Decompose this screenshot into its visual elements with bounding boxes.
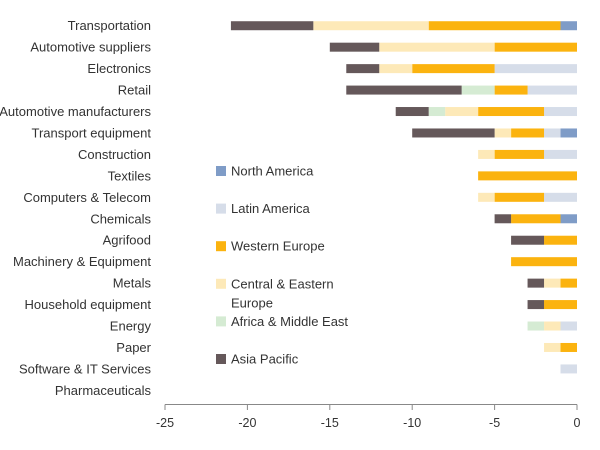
category-label-computers-and-telecom: Computers & Telecom <box>23 190 151 205</box>
bar-electronics-central-and-eastern-europe <box>379 64 413 74</box>
bar-textiles-western-europe <box>478 171 577 181</box>
bar-computers-and-telecom-central-and-eastern-europe <box>478 192 495 202</box>
bar-automotive-suppliers-central-and-eastern-europe <box>379 42 495 52</box>
category-label-textiles: Textiles <box>108 168 152 183</box>
bar-automotive-suppliers-western-europe <box>494 42 577 52</box>
bar-transport-equipment-latin-america <box>544 128 561 138</box>
legend-label-central-and-eastern-europe: Central & Eastern Europe <box>231 276 334 310</box>
category-label-household-equipment: Household equipment <box>25 297 152 312</box>
bar-automotive-manufacturers-asia-pacific <box>395 107 429 117</box>
bar-transportation-north-america <box>560 21 577 31</box>
bar-transport-equipment-western-europe <box>511 128 545 138</box>
bar-automotive-manufacturers-latin-america <box>544 107 577 117</box>
bar-construction-latin-america <box>544 149 577 159</box>
bar-retail-western-europe <box>494 85 528 95</box>
bar-computers-and-telecom-latin-america <box>544 192 577 202</box>
bar-paper-central-and-eastern-europe <box>544 342 561 352</box>
bar-retail-asia-pacific <box>346 85 462 95</box>
bar-paper-western-europe <box>560 342 577 352</box>
legend-label-north-america: North America <box>231 164 314 179</box>
bar-automotive-manufacturers-western-europe <box>478 107 545 117</box>
x-tick-label: -10 <box>403 416 421 430</box>
x-tick-label: -5 <box>489 416 500 430</box>
legend-swatch-central-and-eastern-europe <box>216 278 226 289</box>
category-label-paper: Paper <box>116 340 151 355</box>
bar-retail-africa-and-middle-east <box>461 85 495 95</box>
legend-swatch-asia-pacific <box>216 354 226 364</box>
bar-chemicals-asia-pacific <box>494 214 512 224</box>
bar-agrifood-asia-pacific <box>511 235 545 245</box>
category-label-software-and-it-services: Software & IT Services <box>19 361 151 376</box>
bar-chemicals-north-america <box>560 214 577 224</box>
bar-metals-central-and-eastern-europe <box>544 278 561 288</box>
bar-software-and-it-services-latin-america <box>560 364 577 374</box>
category-label-agrifood: Agrifood <box>103 233 151 248</box>
x-axis: -25 -20 -15 -10 -5 0 <box>156 404 581 430</box>
bar-transportation-central-and-eastern-europe <box>313 21 429 31</box>
bar-construction-western-europe <box>494 149 545 159</box>
bar-electronics-asia-pacific <box>346 64 380 74</box>
bar-automotive-manufacturers-africa-and-middle-east <box>428 107 446 117</box>
bar-transportation-asia-pacific <box>230 21 314 31</box>
bar-transport-equipment-central-and-eastern-europe <box>494 128 512 138</box>
bar-metals-asia-pacific <box>527 278 545 288</box>
bar-electronics-latin-america <box>494 64 577 74</box>
category-label-metals: Metals <box>113 276 152 291</box>
legend: North America Latin America Western Europe… <box>216 164 348 367</box>
bar-household-equipment-asia-pacific <box>527 300 545 310</box>
category-label-automotive-suppliers: Automotive suppliers <box>30 40 151 55</box>
bar-household-equipment-western-europe <box>544 300 577 310</box>
bar-automotive-manufacturers-central-and-eastern-europe <box>445 107 479 117</box>
legend-swatch-north-america <box>216 166 226 176</box>
legend-swatch-africa-and-middle-east <box>216 316 226 327</box>
legend-label-asia-pacific: Asia Pacific <box>231 352 299 367</box>
category-label-retail: Retail <box>118 83 151 98</box>
bar-agrifood-western-europe <box>544 235 577 245</box>
y-axis-labels: Transportation Automotive suppliers Electr… <box>0 18 152 398</box>
bar-transport-equipment-asia-pacific <box>412 128 495 138</box>
bar-energy-latin-america <box>560 321 577 331</box>
legend-label-africa-and-middle-east: Africa & Middle East <box>231 314 348 329</box>
bar-automotive-suppliers-asia-pacific <box>329 42 380 52</box>
category-label-automotive-manufacturers: Automotive manufacturers <box>0 104 152 119</box>
x-tick-label: 0 <box>574 416 581 430</box>
bar-machinery-and-equipment-western-europe <box>511 257 577 267</box>
bars <box>230 21 577 374</box>
x-tick-label: -20 <box>238 416 256 430</box>
bar-construction-central-and-eastern-europe <box>478 149 495 159</box>
bar-chemicals-western-europe <box>511 214 561 224</box>
legend-label-latin-america: Latin America <box>231 201 311 216</box>
bar-computers-and-telecom-western-europe <box>494 192 545 202</box>
category-label-construction: Construction <box>78 147 151 162</box>
bar-retail-latin-america <box>527 85 577 95</box>
legend-swatch-latin-america <box>216 203 226 214</box>
category-label-pharmaceuticals: Pharmaceuticals <box>55 383 152 398</box>
category-label-electronics: Electronics <box>87 61 151 76</box>
bar-electronics-western-europe <box>412 64 495 74</box>
category-label-chemicals: Chemicals <box>90 211 151 226</box>
category-label-transportation: Transportation <box>68 18 151 33</box>
x-tick-label: -15 <box>321 416 339 430</box>
bar-transportation-western-europe <box>428 21 561 31</box>
bar-metals-western-europe <box>560 278 577 288</box>
bar-energy-central-and-eastern-europe <box>544 321 561 331</box>
bar-energy-africa-and-middle-east <box>527 321 545 331</box>
category-label-energy: Energy <box>110 319 152 334</box>
category-label-machinery-and-equipment: Machinery & Equipment <box>13 254 151 269</box>
category-label-transport-equipment: Transport equipment <box>32 125 152 140</box>
legend-label-western-europe: Western Europe <box>231 239 325 254</box>
bar-transport-equipment-north-america <box>560 128 577 138</box>
x-tick-label: -25 <box>156 416 174 430</box>
legend-swatch-western-europe <box>216 241 226 252</box>
